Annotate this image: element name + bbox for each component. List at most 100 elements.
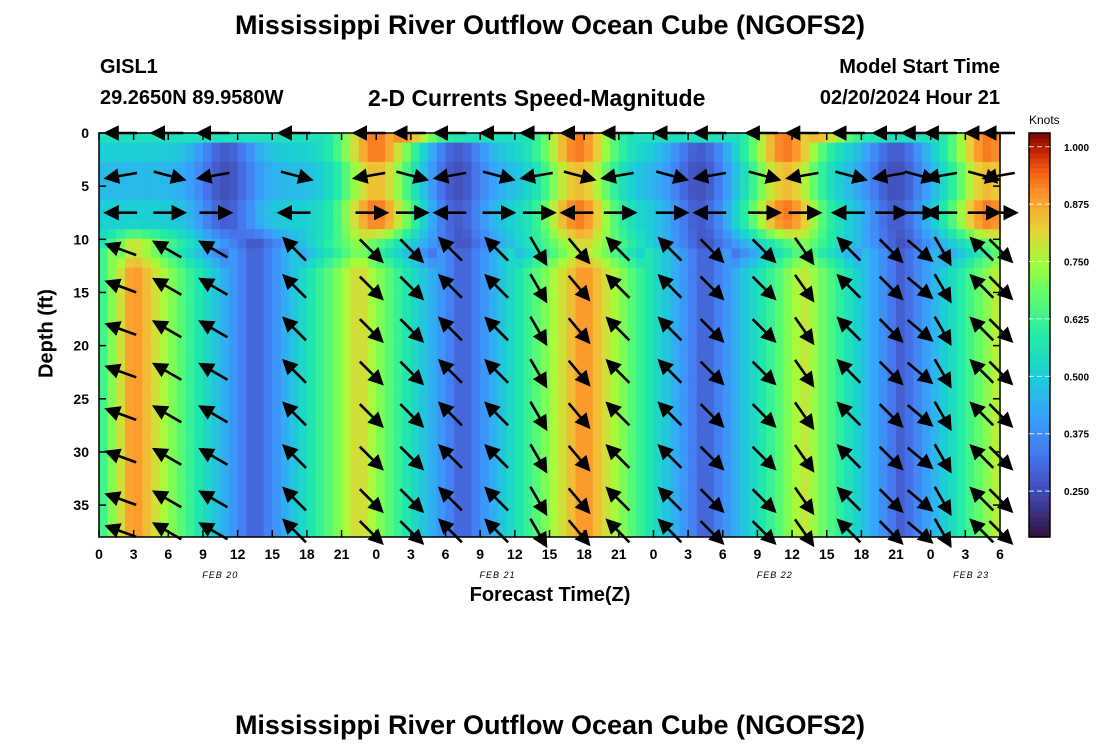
heatmap-cell [670, 344, 681, 355]
heatmap-cell [220, 460, 230, 471]
heatmap-cell [280, 392, 291, 403]
heatmap-cell [852, 498, 862, 509]
heatmap-cell [289, 200, 299, 211]
heatmap-cell [272, 498, 282, 509]
heatmap-cell [956, 450, 966, 461]
heatmap-cell [870, 508, 880, 519]
heatmap-cell [393, 171, 403, 182]
heatmap-cell [731, 460, 741, 471]
heatmap-cell [913, 421, 923, 432]
current-vector [836, 401, 862, 427]
heatmap-cell [922, 431, 932, 442]
heatmap-cell [436, 498, 447, 509]
heatmap-cell [835, 508, 845, 519]
heatmap-cell [341, 392, 351, 403]
current-vector [969, 273, 995, 299]
heatmap-cell [904, 190, 914, 201]
heatmap-cell [462, 286, 473, 298]
heatmap-cell [272, 219, 282, 230]
heatmap-cell [852, 161, 862, 173]
heatmap-cell [471, 498, 481, 509]
heatmap-cell [419, 498, 429, 509]
heatmap-cell [471, 267, 481, 278]
heatmap-cell [731, 479, 741, 490]
heatmap-cell [783, 219, 793, 230]
heatmap-cell [610, 209, 620, 221]
heatmap-cell [263, 354, 273, 365]
heatmap-cell [445, 133, 455, 144]
heatmap-cell [367, 363, 377, 375]
heatmap-cell [705, 306, 715, 317]
heatmap-cell [211, 517, 221, 528]
heatmap-cell [350, 383, 360, 394]
heatmap-cell [566, 488, 577, 500]
heatmap-cell [445, 335, 455, 346]
heatmap-cell [852, 267, 862, 278]
heatmap-cell [514, 354, 525, 365]
current-vector [878, 318, 904, 344]
heatmap-cell [792, 469, 802, 480]
heatmap-cell [272, 402, 282, 413]
heatmap-cell [150, 152, 161, 163]
heatmap-cell [601, 383, 611, 394]
heatmap-cell [930, 181, 940, 192]
heatmap-cell [471, 277, 481, 288]
heatmap-cell [263, 190, 273, 201]
heatmap-cell [644, 258, 655, 269]
heatmap-cell [514, 152, 525, 163]
heatmap-cell [653, 411, 663, 423]
heatmap-cell [159, 200, 169, 211]
heatmap-cell [696, 431, 707, 442]
heatmap-cell [844, 498, 854, 509]
heatmap-cell [722, 363, 733, 375]
heatmap-cell [454, 161, 464, 173]
heatmap-cell [783, 517, 793, 528]
heatmap-cell [263, 258, 273, 269]
heatmap-cell [705, 152, 715, 163]
heatmap-cell [601, 460, 611, 471]
current-vector [198, 405, 229, 424]
heatmap-cell [263, 306, 273, 317]
heatmap-cell [844, 306, 854, 317]
heatmap-cell [878, 344, 888, 355]
heatmap-cell [272, 181, 282, 192]
heatmap-cell [558, 354, 568, 365]
heatmap-cell [774, 383, 785, 394]
heatmap-cell [272, 488, 282, 500]
heatmap-cell [974, 306, 984, 317]
heatmap-cell [948, 411, 958, 423]
heatmap-cell [384, 488, 395, 500]
heatmap-cell [376, 219, 386, 230]
heatmap-cell [861, 238, 871, 250]
heatmap-cell [644, 286, 655, 298]
heatmap-cell [228, 517, 239, 528]
heatmap-cell [688, 527, 698, 538]
heatmap-cell [220, 469, 230, 480]
heatmap-cell [653, 373, 663, 384]
heatmap-cell [99, 229, 109, 240]
current-vector [969, 358, 995, 384]
current-vector [519, 168, 553, 184]
heatmap-cell [618, 421, 629, 432]
heatmap-cell [922, 161, 932, 173]
heatmap-cell [705, 363, 715, 375]
current-vector [104, 406, 137, 422]
heatmap-cell [956, 335, 966, 346]
heatmap-cell [679, 517, 689, 528]
current-vector [358, 360, 384, 386]
heatmap-cell [956, 383, 966, 394]
heatmap-cell [358, 517, 369, 528]
heatmap-cell [358, 315, 369, 326]
heatmap-cell [99, 200, 109, 211]
station-coords: 29.2650N 89.9580W [100, 87, 284, 109]
heatmap-cell [636, 363, 646, 375]
colorbar-segment [1029, 350, 1050, 356]
heatmap-cell [714, 209, 724, 221]
heatmap-cell [627, 152, 637, 163]
current-vector [484, 316, 510, 342]
heatmap-cell [228, 402, 239, 413]
heatmap-cell [350, 296, 360, 307]
heatmap-cell [800, 392, 810, 403]
heatmap-cell [289, 440, 299, 452]
heatmap-cell [150, 209, 161, 221]
